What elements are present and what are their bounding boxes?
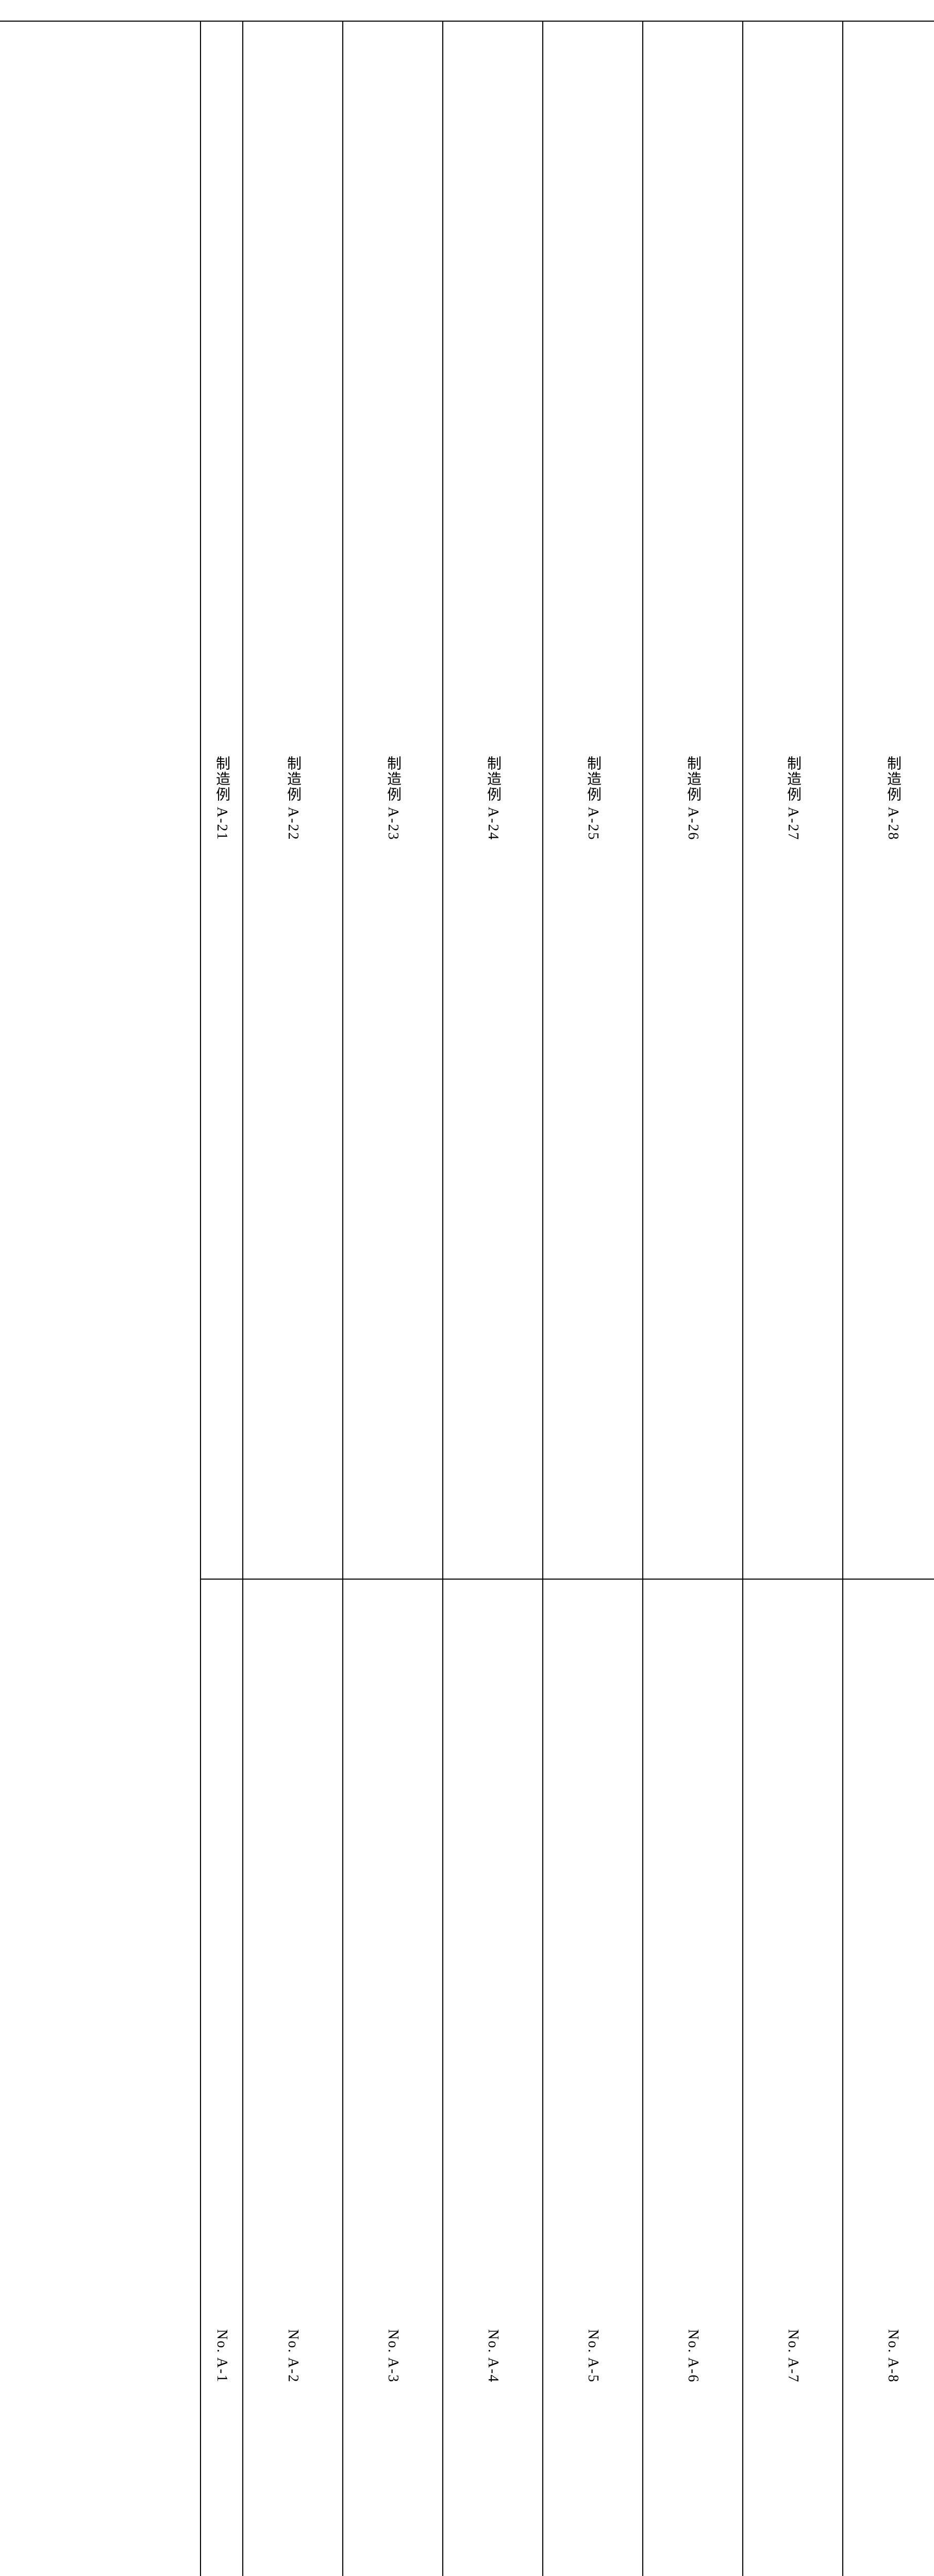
col-h1-1: 制造例 A-22 bbox=[243, 21, 343, 1579]
col-h2-5: No. A-6 bbox=[643, 1579, 743, 2576]
data-table: 表 1 制造例 A-21 制造例 A-22 制造例 A-23 制造例 A-24 … bbox=[0, 21, 934, 2576]
col-h1-4: 制造例 A-25 bbox=[543, 21, 643, 1579]
col-h2-7: No. A-8 bbox=[843, 1579, 934, 2576]
col-h2-0: No. A-1 bbox=[201, 1579, 243, 2576]
col-h2-3: No. A-4 bbox=[443, 1579, 543, 2576]
col-h1-0: 制造例 A-21 bbox=[201, 21, 243, 1579]
col-h1-3: 制造例 A-24 bbox=[443, 21, 543, 1579]
table-title-cell: 表 1 bbox=[0, 21, 201, 2576]
col-h2-6: No. A-7 bbox=[743, 1579, 843, 2576]
col-h2-1: No. A-2 bbox=[243, 1579, 343, 2576]
col-h1-6: 制造例 A-27 bbox=[743, 21, 843, 1579]
col-h2-2: No. A-3 bbox=[343, 1579, 443, 2576]
col-h1-5: 制造例 A-26 bbox=[643, 21, 743, 1579]
col-h1-7: 制造例 A-28 bbox=[843, 21, 934, 1579]
col-h1-2: 制造例 A-23 bbox=[343, 21, 443, 1579]
table-row: 表 1 制造例 A-21 制造例 A-22 制造例 A-23 制造例 A-24 … bbox=[0, 21, 934, 1579]
col-h2-4: No. A-5 bbox=[543, 1579, 643, 2576]
